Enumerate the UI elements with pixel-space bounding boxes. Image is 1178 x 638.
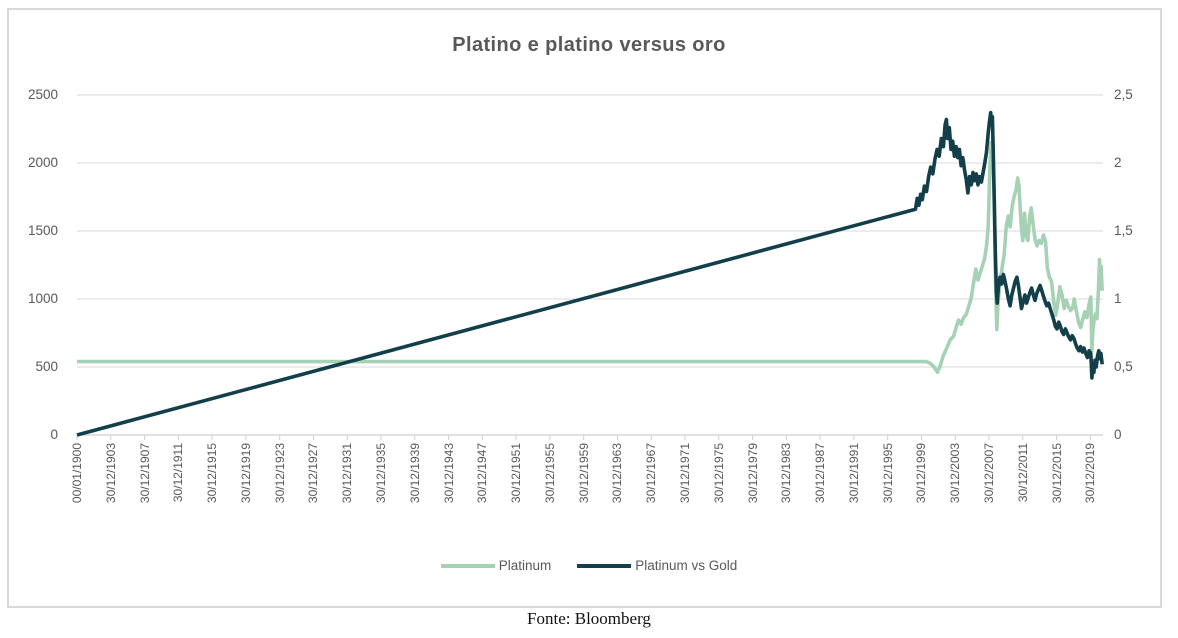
y-axis-label-right: 1,5 <box>1114 223 1133 238</box>
chart-title: Platino e platino versus oro <box>452 34 726 56</box>
platinum-line <box>77 140 1104 375</box>
x-axis-label: 30/12/2015 <box>1049 443 1064 504</box>
x-axis-label: 30/12/1939 <box>407 443 422 504</box>
platinum-line-swatch <box>440 563 495 568</box>
legend: Platinum Platinum vs Gold <box>0 558 1178 573</box>
x-axis-label: 30/12/1923 <box>272 443 287 504</box>
x-axis-label: 30/12/1935 <box>374 443 388 504</box>
x-axis-label: 30/12/1903 <box>103 443 118 504</box>
x-axis-label: 30/12/1907 <box>137 443 152 504</box>
x-axis-label: 30/12/1955 <box>542 443 557 504</box>
x-axis-label: 30/12/1995 <box>880 443 895 504</box>
y-axis-label-left: 2000 <box>27 155 58 170</box>
x-axis-label: 30/12/2019 <box>1083 443 1098 504</box>
x-axis-label: 30/12/1987 <box>813 443 828 504</box>
legend-label-platinum-vs-gold: Platinum vs Gold <box>635 558 738 573</box>
x-axis-label: 30/12/1943 <box>441 443 456 504</box>
x-axis-label: 30/12/1947 <box>475 443 490 504</box>
x-axis-label: 30/12/1971 <box>678 443 692 504</box>
x-axis-label: 30/12/1927 <box>306 443 321 504</box>
x-axis-label: 30/12/1979 <box>745 443 760 504</box>
x-axis-label: 30/12/1951 <box>509 443 524 504</box>
y-axis-label-left: 1000 <box>27 291 58 306</box>
x-axis-label: 30/12/1983 <box>779 443 794 504</box>
platinum-vs-gold-line <box>76 110 1104 437</box>
y-axis-label-left: 500 <box>35 359 58 374</box>
x-axis-label: 30/12/1999 <box>914 443 929 504</box>
y-axis-label-right: 1 <box>1114 291 1122 306</box>
y-axis-label-right: 0,5 <box>1114 359 1133 374</box>
x-axis-label: 30/12/1963 <box>610 443 625 504</box>
legend-item-platinum: Platinum <box>440 558 552 573</box>
legend-item-platinum-vs-gold: Platinum vs Gold <box>577 558 737 573</box>
x-axis-label: 30/12/2011 <box>1015 443 1030 503</box>
platinum-vs-gold-line-swatch <box>577 563 632 568</box>
source-caption: Fonte: Bloomberg <box>527 609 651 628</box>
y-axis-label-right: 2 <box>1114 155 1122 170</box>
x-axis-label: 30/12/1931 <box>340 443 355 504</box>
legend-label-platinum: Platinum <box>498 558 552 573</box>
y-axis-label-right: 0 <box>1114 427 1122 442</box>
y-axis-label-left: 2500 <box>27 87 58 102</box>
x-axis-label: 30/12/1959 <box>576 443 591 504</box>
x-axis-label: 30/12/1967 <box>644 443 659 504</box>
x-axis-label: 30/12/1911 <box>171 443 186 503</box>
y-axis-label-left: 0 <box>50 427 58 442</box>
x-axis-label: 30/12/1991 <box>846 443 861 504</box>
x-axis-label: 00/01/1900 <box>70 443 84 504</box>
x-axis-label: 30/12/2007 <box>982 443 996 504</box>
x-axis-label: 30/12/1975 <box>711 443 726 504</box>
x-axis-label: 30/12/2003 <box>948 443 963 504</box>
y-axis-label-right: 2,5 <box>1114 87 1133 102</box>
y-axis-label-left: 1500 <box>27 223 58 238</box>
x-axis-label: 30/12/1919 <box>238 443 253 504</box>
x-axis-label: 30/12/1915 <box>205 443 220 504</box>
